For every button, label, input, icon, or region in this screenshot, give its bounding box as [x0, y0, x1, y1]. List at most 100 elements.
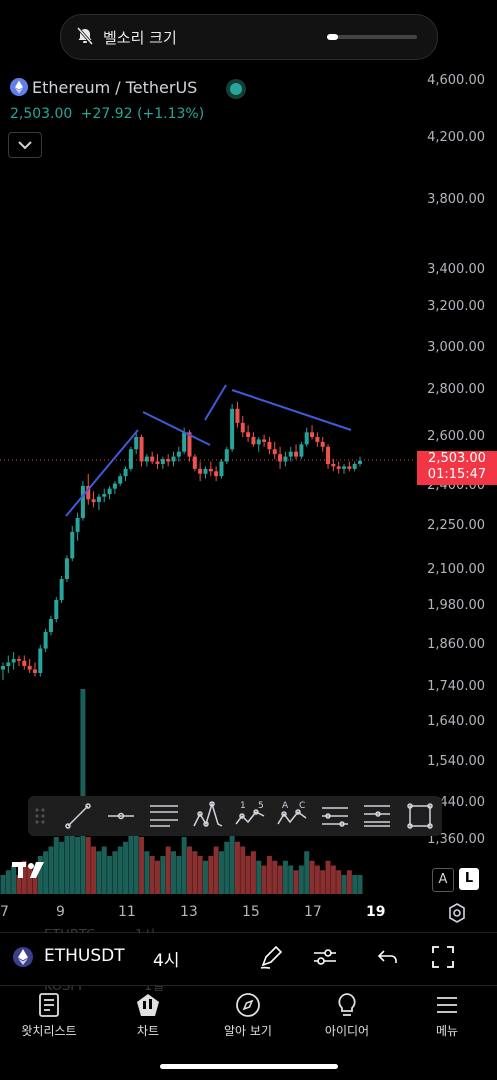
- undo-icon[interactable]: [376, 946, 400, 968]
- nav-explore[interactable]: 알아 보기: [203, 992, 293, 1039]
- abcd-pattern-tool-icon[interactable]: [277, 809, 307, 825]
- nav-label: 아이디어: [324, 1024, 370, 1038]
- volume-bar: [234, 841, 240, 894]
- trend-line[interactable]: [204, 384, 227, 421]
- chart-icon: [137, 994, 159, 1016]
- volume-bar: [266, 856, 272, 894]
- candle-body: [278, 454, 283, 462]
- volume-bar: [165, 846, 171, 894]
- volume-bar: [32, 870, 38, 894]
- indicators-icon[interactable]: [312, 944, 338, 970]
- divider: [0, 985, 497, 986]
- candle-body: [128, 449, 133, 469]
- ethereum-logo-icon: [13, 947, 33, 967]
- candle-body: [54, 600, 59, 619]
- timeframe-selector[interactable]: 4시: [153, 951, 180, 971]
- volume-bar: [341, 875, 347, 894]
- volume-bar: [213, 846, 219, 894]
- home-indicator: [160, 1064, 338, 1069]
- nav-menu[interactable]: 메뉴: [402, 992, 492, 1039]
- volume-toast: 벨소리 크기: [60, 14, 438, 60]
- candle-body: [102, 494, 107, 497]
- fib-retracement-tool-icon[interactable]: [322, 807, 348, 827]
- volume-bar: [123, 841, 129, 894]
- nav-watchlist[interactable]: 왓치리스트: [4, 992, 94, 1039]
- price-axis-label: 3,200.00: [427, 299, 485, 314]
- divider: [0, 932, 497, 933]
- pitchfork-tool-icon[interactable]: [364, 805, 390, 827]
- volume-bar: [176, 856, 182, 894]
- candle-body: [96, 496, 101, 502]
- volume-bar: [293, 870, 299, 894]
- collapse-legend-button[interactable]: [8, 132, 42, 158]
- volume-bar: [229, 818, 235, 894]
- trend-line[interactable]: [231, 389, 352, 431]
- rectangle-tool-icon[interactable]: [407, 803, 433, 829]
- volume-bar: [282, 860, 288, 894]
- candle-body: [267, 441, 272, 450]
- time-axis-label: 17: [304, 904, 322, 920]
- candle-body: [91, 499, 96, 502]
- nav-label: 왓치리스트: [21, 1024, 77, 1038]
- bell-muted-icon: [76, 27, 94, 45]
- last-price: 2,503.00: [10, 106, 73, 122]
- candle-body: [320, 441, 325, 447]
- lightbulb-icon: [338, 993, 356, 1016]
- time-axis-label: 13: [180, 904, 198, 920]
- horizontal-ray-tool-icon[interactable]: [108, 812, 134, 820]
- price-axis-label: 3,400.00: [427, 262, 485, 277]
- nav-label: 차트: [136, 1024, 160, 1038]
- candle-body: [43, 632, 48, 649]
- watchlist-icon: [39, 993, 59, 1017]
- price-axis-label: 1,980.00: [427, 598, 485, 613]
- symbol-title[interactable]: Ethereum / TetherUS: [10, 78, 197, 97]
- candle-body: [134, 437, 139, 450]
- candle-body: [11, 659, 16, 663]
- nav-chart[interactable]: 차트: [103, 992, 193, 1039]
- candle-body: [1, 666, 5, 670]
- candle-body: [198, 468, 203, 474]
- volume-bar: [192, 851, 198, 894]
- price-chart[interactable]: [0, 0, 497, 900]
- candle-body: [283, 456, 288, 462]
- nav-label: 메뉴: [435, 1024, 459, 1038]
- candle-body: [235, 408, 240, 423]
- candle-body: [123, 468, 128, 477]
- trend-line[interactable]: [65, 429, 139, 517]
- price-axis-label: 2,800.00: [427, 382, 485, 397]
- symbol-selector[interactable]: ETHUSDT: [44, 946, 125, 966]
- volume-track: [327, 35, 417, 39]
- price-axis-label: 2,250.00: [427, 518, 485, 533]
- nav-ideas[interactable]: 아이디어: [302, 992, 392, 1039]
- volume-bar: [277, 865, 283, 894]
- volume-bar: [27, 865, 33, 894]
- fullscreen-icon[interactable]: [430, 944, 456, 970]
- time-axis-label: 11: [118, 904, 136, 920]
- drawing-toolbar: 1 5 A C: [28, 796, 442, 836]
- elliott-wave-tool-icon[interactable]: [235, 809, 265, 825]
- volume-bar: [75, 837, 81, 894]
- volume-bar: [101, 846, 107, 894]
- volume-bar: [0, 875, 6, 894]
- price-change-pct: (+1.13%): [137, 106, 205, 122]
- drag-handle-icon[interactable]: [35, 808, 45, 824]
- log-scale-button[interactable]: L: [459, 868, 479, 890]
- trend-line[interactable]: [142, 411, 211, 446]
- settings-gear-icon[interactable]: [446, 902, 468, 924]
- volume-bar: [336, 870, 342, 894]
- trend-line-tool-icon[interactable]: [65, 803, 91, 829]
- volume-bar: [117, 846, 123, 894]
- bar-countdown: 01:15:47: [427, 467, 487, 482]
- drawing-pen-icon[interactable]: [258, 944, 284, 970]
- price-axis-label: 1,540.00: [427, 754, 485, 769]
- candle-body: [144, 456, 149, 462]
- candle-body: [176, 451, 181, 457]
- xabcd-pattern-tool-icon[interactable]: [193, 801, 223, 827]
- time-axis-label: 15: [242, 904, 260, 920]
- price-axis-label: 3,000.00: [427, 340, 485, 355]
- parallel-channel-tool-icon[interactable]: [150, 805, 178, 827]
- volume-bar: [288, 865, 294, 894]
- candle-body: [75, 518, 80, 532]
- candle-body: [160, 459, 165, 464]
- auto-scale-button[interactable]: A: [432, 868, 454, 892]
